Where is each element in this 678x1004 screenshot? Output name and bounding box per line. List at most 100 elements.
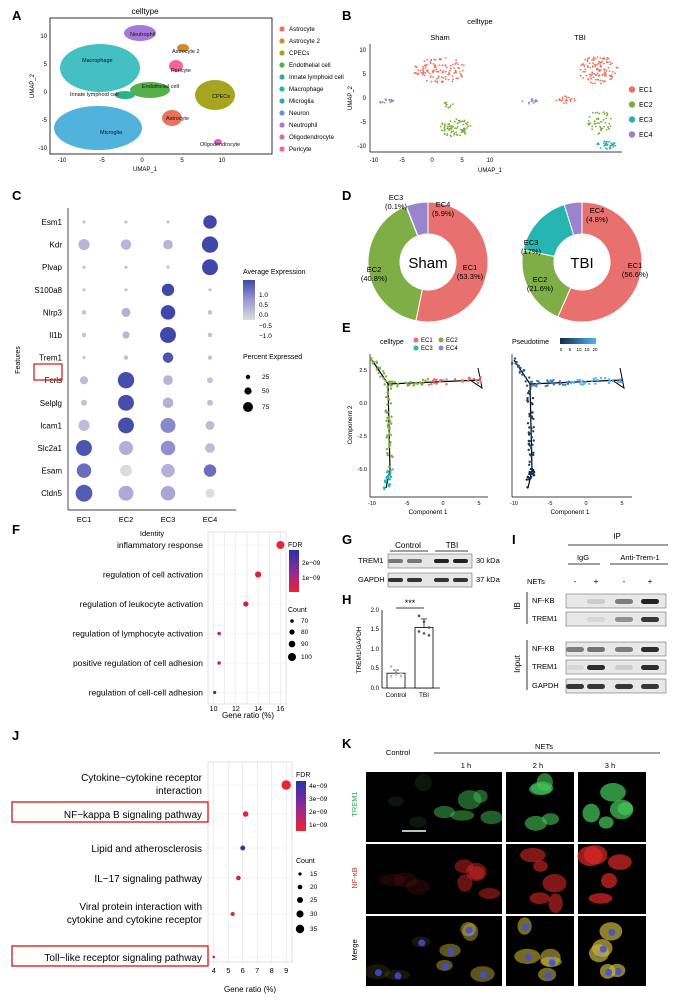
- cell-point: [391, 380, 394, 383]
- cell-signal: [601, 873, 617, 889]
- identity-label: EC3: [161, 515, 176, 524]
- umap-point: [457, 77, 459, 80]
- kegg-fdr-ticks: 4e−09 3e−09 2e−09 1e−09: [309, 783, 328, 829]
- umap-point: [461, 120, 464, 122]
- pct-size-75: [243, 402, 253, 412]
- cell-signal: [524, 815, 548, 831]
- blot-band: [641, 617, 659, 622]
- cell-point: [535, 385, 538, 388]
- kegg-count-title: Count: [296, 858, 315, 865]
- umap-point: [451, 75, 454, 77]
- cluster-label: Pericyte: [171, 68, 191, 74]
- legend-dot: [279, 74, 285, 80]
- tick-label: 5: [180, 158, 184, 164]
- umap-a-yticks: -10 -5 0 5 10: [38, 34, 47, 152]
- umap-point: [603, 125, 605, 128]
- umap-point: [602, 68, 605, 71]
- umap-point: [587, 120, 590, 122]
- umap-a-frame: [49, 17, 273, 155]
- umap-point: [383, 101, 386, 104]
- legend-label: EC1: [639, 87, 653, 94]
- cell-point: [529, 445, 533, 448]
- umap-point: [452, 103, 454, 105]
- cell-point: [422, 382, 425, 385]
- slice-label-line: EC4: [590, 206, 605, 215]
- dot-slc2a1-ec1: [76, 440, 92, 456]
- feature-label: Trem1: [39, 354, 62, 363]
- umap-point: [561, 99, 563, 102]
- umap-b-xlabel: UMAP_1: [478, 168, 503, 174]
- panel-c: C Esm1 Kdr Plvap S100a8 Nlrp3 Il1b Trem1 Fcrls S…: [12, 188, 306, 538]
- tick-label: 9: [284, 966, 288, 975]
- slice-label-line: EC2: [367, 265, 382, 274]
- input-row: TREM1: [532, 662, 557, 671]
- tick-label: 2e−09: [302, 560, 321, 567]
- panel-f: F 10 12 14 16 inflammatory response regulatio…: [12, 522, 321, 720]
- legend-label: EC2: [639, 102, 653, 109]
- cell-point: [527, 478, 531, 481]
- umap-point: [379, 101, 382, 104]
- umap-a-legend: Astrocyte Astrocyte 2 CPECs Endothelial cel…: [279, 26, 344, 153]
- umap-point: [611, 76, 614, 79]
- cell-point: [532, 439, 535, 442]
- umap-b-points: [379, 56, 619, 150]
- cell-point: [619, 378, 622, 381]
- umap-point: [456, 63, 459, 65]
- traj-left-yticks: 2.5 0.0 -2.5 -5.0: [358, 368, 367, 473]
- band-gapdh: [434, 578, 449, 582]
- cell-point: [388, 418, 391, 421]
- cell-point: [530, 436, 534, 439]
- umap-point: [455, 118, 458, 121]
- dot-icam1-ec3: [160, 417, 176, 433]
- cell-point: [389, 441, 392, 444]
- dot-fcrls-ec1: [79, 376, 89, 385]
- input-label: Input: [513, 654, 522, 673]
- umap-point: [602, 142, 605, 145]
- cell-point: [433, 381, 436, 385]
- cell-point: [386, 393, 390, 396]
- traj-right-xlabel: Component 1: [550, 509, 589, 516]
- cluster-oligodendrocyte: [214, 139, 222, 145]
- cell-point: [607, 378, 611, 381]
- kegg-dot: [281, 780, 291, 790]
- dot-esam-ec2: [120, 464, 132, 477]
- dot-nlrp3-ec1: [81, 310, 87, 315]
- umap-point: [435, 70, 438, 73]
- legend-dot: [279, 86, 285, 92]
- umap-point: [455, 133, 458, 136]
- cell-point: [453, 378, 457, 381]
- dot-il1b-ec4: [207, 332, 213, 338]
- tick-label: 0: [560, 347, 563, 352]
- umap-a-ylabel: UMAP_2: [30, 73, 36, 98]
- tick-label: 1.0: [371, 647, 380, 653]
- tick-label: 30: [310, 911, 318, 918]
- cell-point: [389, 382, 392, 385]
- umap-point: [444, 105, 447, 108]
- umap-point: [449, 106, 451, 108]
- umap-point: [595, 118, 598, 120]
- tick-label: 50: [262, 388, 270, 395]
- cell-point: [388, 442, 391, 446]
- tick-label: 25: [310, 897, 318, 904]
- umap-point: [453, 133, 455, 136]
- umap-point: [583, 63, 585, 66]
- umap-point: [588, 73, 591, 76]
- umap-point: [589, 76, 591, 78]
- umap-point: [563, 102, 565, 104]
- umap-point: [528, 102, 530, 105]
- umap-point: [449, 69, 451, 72]
- umap-point: [444, 57, 447, 59]
- slice-label: EC1 (56.6%): [622, 261, 649, 279]
- cell-point: [379, 375, 382, 378]
- umap-point: [609, 125, 612, 127]
- umap-point: [589, 81, 592, 84]
- umap-point: [590, 74, 593, 77]
- umap-point: [594, 125, 597, 128]
- cell-point: [475, 379, 478, 382]
- umap-point: [597, 142, 600, 145]
- dot-il1b-ec3: [160, 327, 176, 343]
- cluster-endothelial: [130, 82, 170, 98]
- umap-point: [447, 78, 450, 81]
- cell-point: [421, 378, 425, 382]
- slice-label: EC2 (21.6%): [527, 275, 554, 293]
